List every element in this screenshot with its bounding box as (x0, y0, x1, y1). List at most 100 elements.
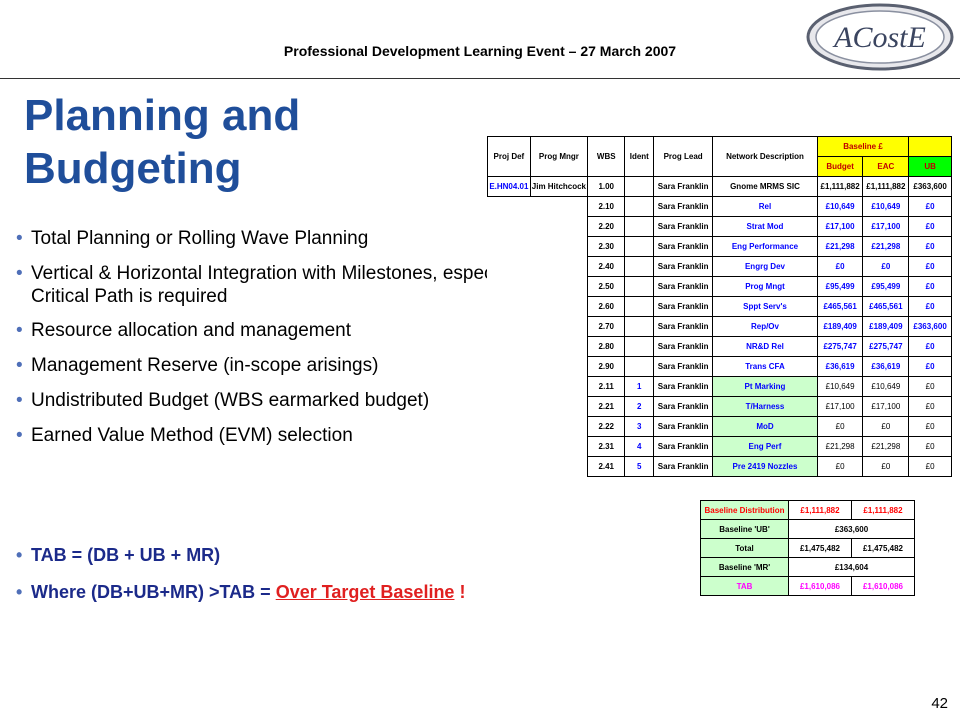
table-cell: Sara Franklin (653, 276, 714, 297)
table-cell: Sara Franklin (653, 316, 714, 337)
table-row: 2.80 Sara Franklin NR&D Rel £275,747 £27… (488, 336, 952, 357)
table-cell: £0 (908, 196, 952, 217)
table-cell: Sppt Serv's (712, 296, 818, 317)
logo-text: ACostE (832, 21, 926, 54)
title-line-2: Budgeting (24, 143, 242, 193)
over-target-formula: Where (DB+UB+MR) >TAB = Over Target Base… (14, 581, 559, 604)
table-cell (624, 256, 655, 277)
table-cell: Strat Mod (712, 216, 818, 237)
table-cell (624, 296, 655, 317)
slide-title: Planning and Budgeting (24, 90, 300, 196)
table-cell: £363,600 (908, 316, 952, 337)
table-cell: £0 (862, 256, 910, 277)
summary-label: Baseline 'UB' (700, 519, 789, 539)
table-cell: £0 (816, 416, 864, 437)
table-cell: £189,409 (862, 316, 910, 337)
table-cell: £36,619 (816, 356, 864, 377)
summary-value: £1,475,482 (788, 538, 852, 558)
page-number: 42 (931, 695, 948, 712)
table-cell: Rep/Ov (712, 316, 818, 337)
table-cell: 2 (624, 396, 655, 417)
table-cell: Sara Franklin (653, 416, 714, 437)
table-cell: NR&D Rel (712, 336, 818, 357)
table-cell: Sara Franklin (653, 296, 714, 317)
table-cell: 5 (624, 456, 655, 477)
table-cell: Sara Franklin (653, 376, 714, 397)
table-cell: 2.20 (587, 216, 626, 237)
bullet-item: Earned Value Method (EVM) selection (14, 425, 559, 448)
bullet-item: Management Reserve (in-scope arisings) (14, 355, 559, 378)
table-cell: £0 (908, 376, 952, 397)
bullet-item: Total Planning or Rolling Wave Planning (14, 228, 559, 251)
table-cell: £17,100 (816, 216, 864, 237)
col-prog-lead: Prog Lead (653, 136, 714, 177)
table-cell: Sara Franklin (653, 396, 714, 417)
table-cell: £0 (816, 256, 864, 277)
formula-list: TAB = (DB + UB + MR) Where (DB+UB+MR) >T… (14, 544, 559, 617)
summary-label: Total (700, 538, 789, 558)
table-cell: 2.30 (587, 236, 626, 257)
summary-row: Total £1,475,482 £1,475,482 (700, 538, 915, 558)
summary-label: Baseline 'MR' (700, 557, 789, 577)
table-cell: £17,100 (862, 216, 910, 237)
table-cell (624, 176, 655, 197)
table-cell (624, 276, 655, 297)
col-prog-mngr: Prog Mngr (529, 136, 589, 177)
table-cell (624, 216, 655, 237)
table-cell: E.HN04.01 (487, 176, 531, 197)
table-cell: 1 (624, 376, 655, 397)
table-cell: Rel (712, 196, 818, 217)
bullet-item: Vertical & Horizontal Integration with M… (14, 263, 559, 309)
over-target-baseline-link[interactable]: Over Target Baseline (275, 581, 455, 602)
summary-label: TAB (700, 576, 789, 596)
table-cell: £10,649 (816, 376, 864, 397)
col-proj-def: Proj Def (487, 136, 531, 177)
table-cell: Sara Franklin (653, 256, 714, 277)
table-cell: £10,649 (816, 196, 864, 217)
table-cell (624, 316, 655, 337)
table-row: 2.21 2 Sara Franklin T/Harness £17,100 £… (488, 396, 952, 417)
table-row: 2.41 5 Sara Franklin Pre 2419 Nozzles £0… (488, 456, 952, 477)
table-row: 2.30 Sara Franklin Eng Performance £21,2… (488, 236, 952, 257)
col-wbs: WBS (587, 136, 626, 177)
baseline-summary: Baseline Distribution £1,111,882 £1,111,… (700, 500, 915, 596)
table-cell: £0 (908, 356, 952, 377)
table-cell: £0 (908, 276, 952, 297)
formula-prefix: Where (DB+UB+MR) >TAB = (31, 581, 276, 602)
table-cell: Gnome MRMS SIC (712, 176, 818, 197)
table-cell: Sara Franklin (653, 436, 714, 457)
table-row: E.HN04.01 Jim Hitchcock 1.00 Sara Frankl… (487, 176, 952, 197)
summary-value: £1,475,482 (851, 538, 915, 558)
table-cell: £10,649 (862, 196, 910, 217)
table-cell: 1.00 (587, 176, 626, 197)
table-cell: Prog Mngt (712, 276, 818, 297)
table-cell: £17,100 (816, 396, 864, 417)
table-row: 2.20 Sara Franklin Strat Mod £17,100 £17… (488, 216, 952, 237)
col-ident: Ident (624, 136, 655, 177)
table-cell: £363,600 (908, 176, 952, 197)
formula-suffix: ! (454, 581, 466, 602)
table-cell: £21,298 (862, 436, 910, 457)
table-cell: £0 (908, 236, 952, 257)
table-cell: £0 (908, 296, 952, 317)
table-row: 2.10 Sara Franklin Rel £10,649 £10,649 £… (488, 196, 952, 217)
col-baseline: Baseline £ (816, 136, 910, 157)
table-cell: 2.10 (587, 196, 626, 217)
table-cell (624, 196, 655, 217)
table-row: 2.31 4 Sara Franklin Eng Perf £21,298 £2… (488, 436, 952, 457)
table-cell: 2.90 (587, 356, 626, 377)
table-row: 2.50 Sara Franklin Prog Mngt £95,499 £95… (488, 276, 952, 297)
table-cell: £0 (908, 336, 952, 357)
table-cell: £0 (862, 456, 910, 477)
summary-value: £1,610,086 (851, 576, 915, 596)
table-cell: Eng Perf (712, 436, 818, 457)
table-cell (624, 336, 655, 357)
table-cell: 2.21 (587, 396, 626, 417)
table-cell: 2.60 (587, 296, 626, 317)
bullet-item: Resource allocation and management (14, 320, 559, 343)
summary-label: Baseline Distribution (700, 500, 789, 520)
table-cell: £275,747 (816, 336, 864, 357)
table-cell: Engrg Dev (712, 256, 818, 277)
summary-value: £1,610,086 (788, 576, 852, 596)
table-row: 2.11 1 Sara Franklin Pt Marking £10,649 … (488, 376, 952, 397)
